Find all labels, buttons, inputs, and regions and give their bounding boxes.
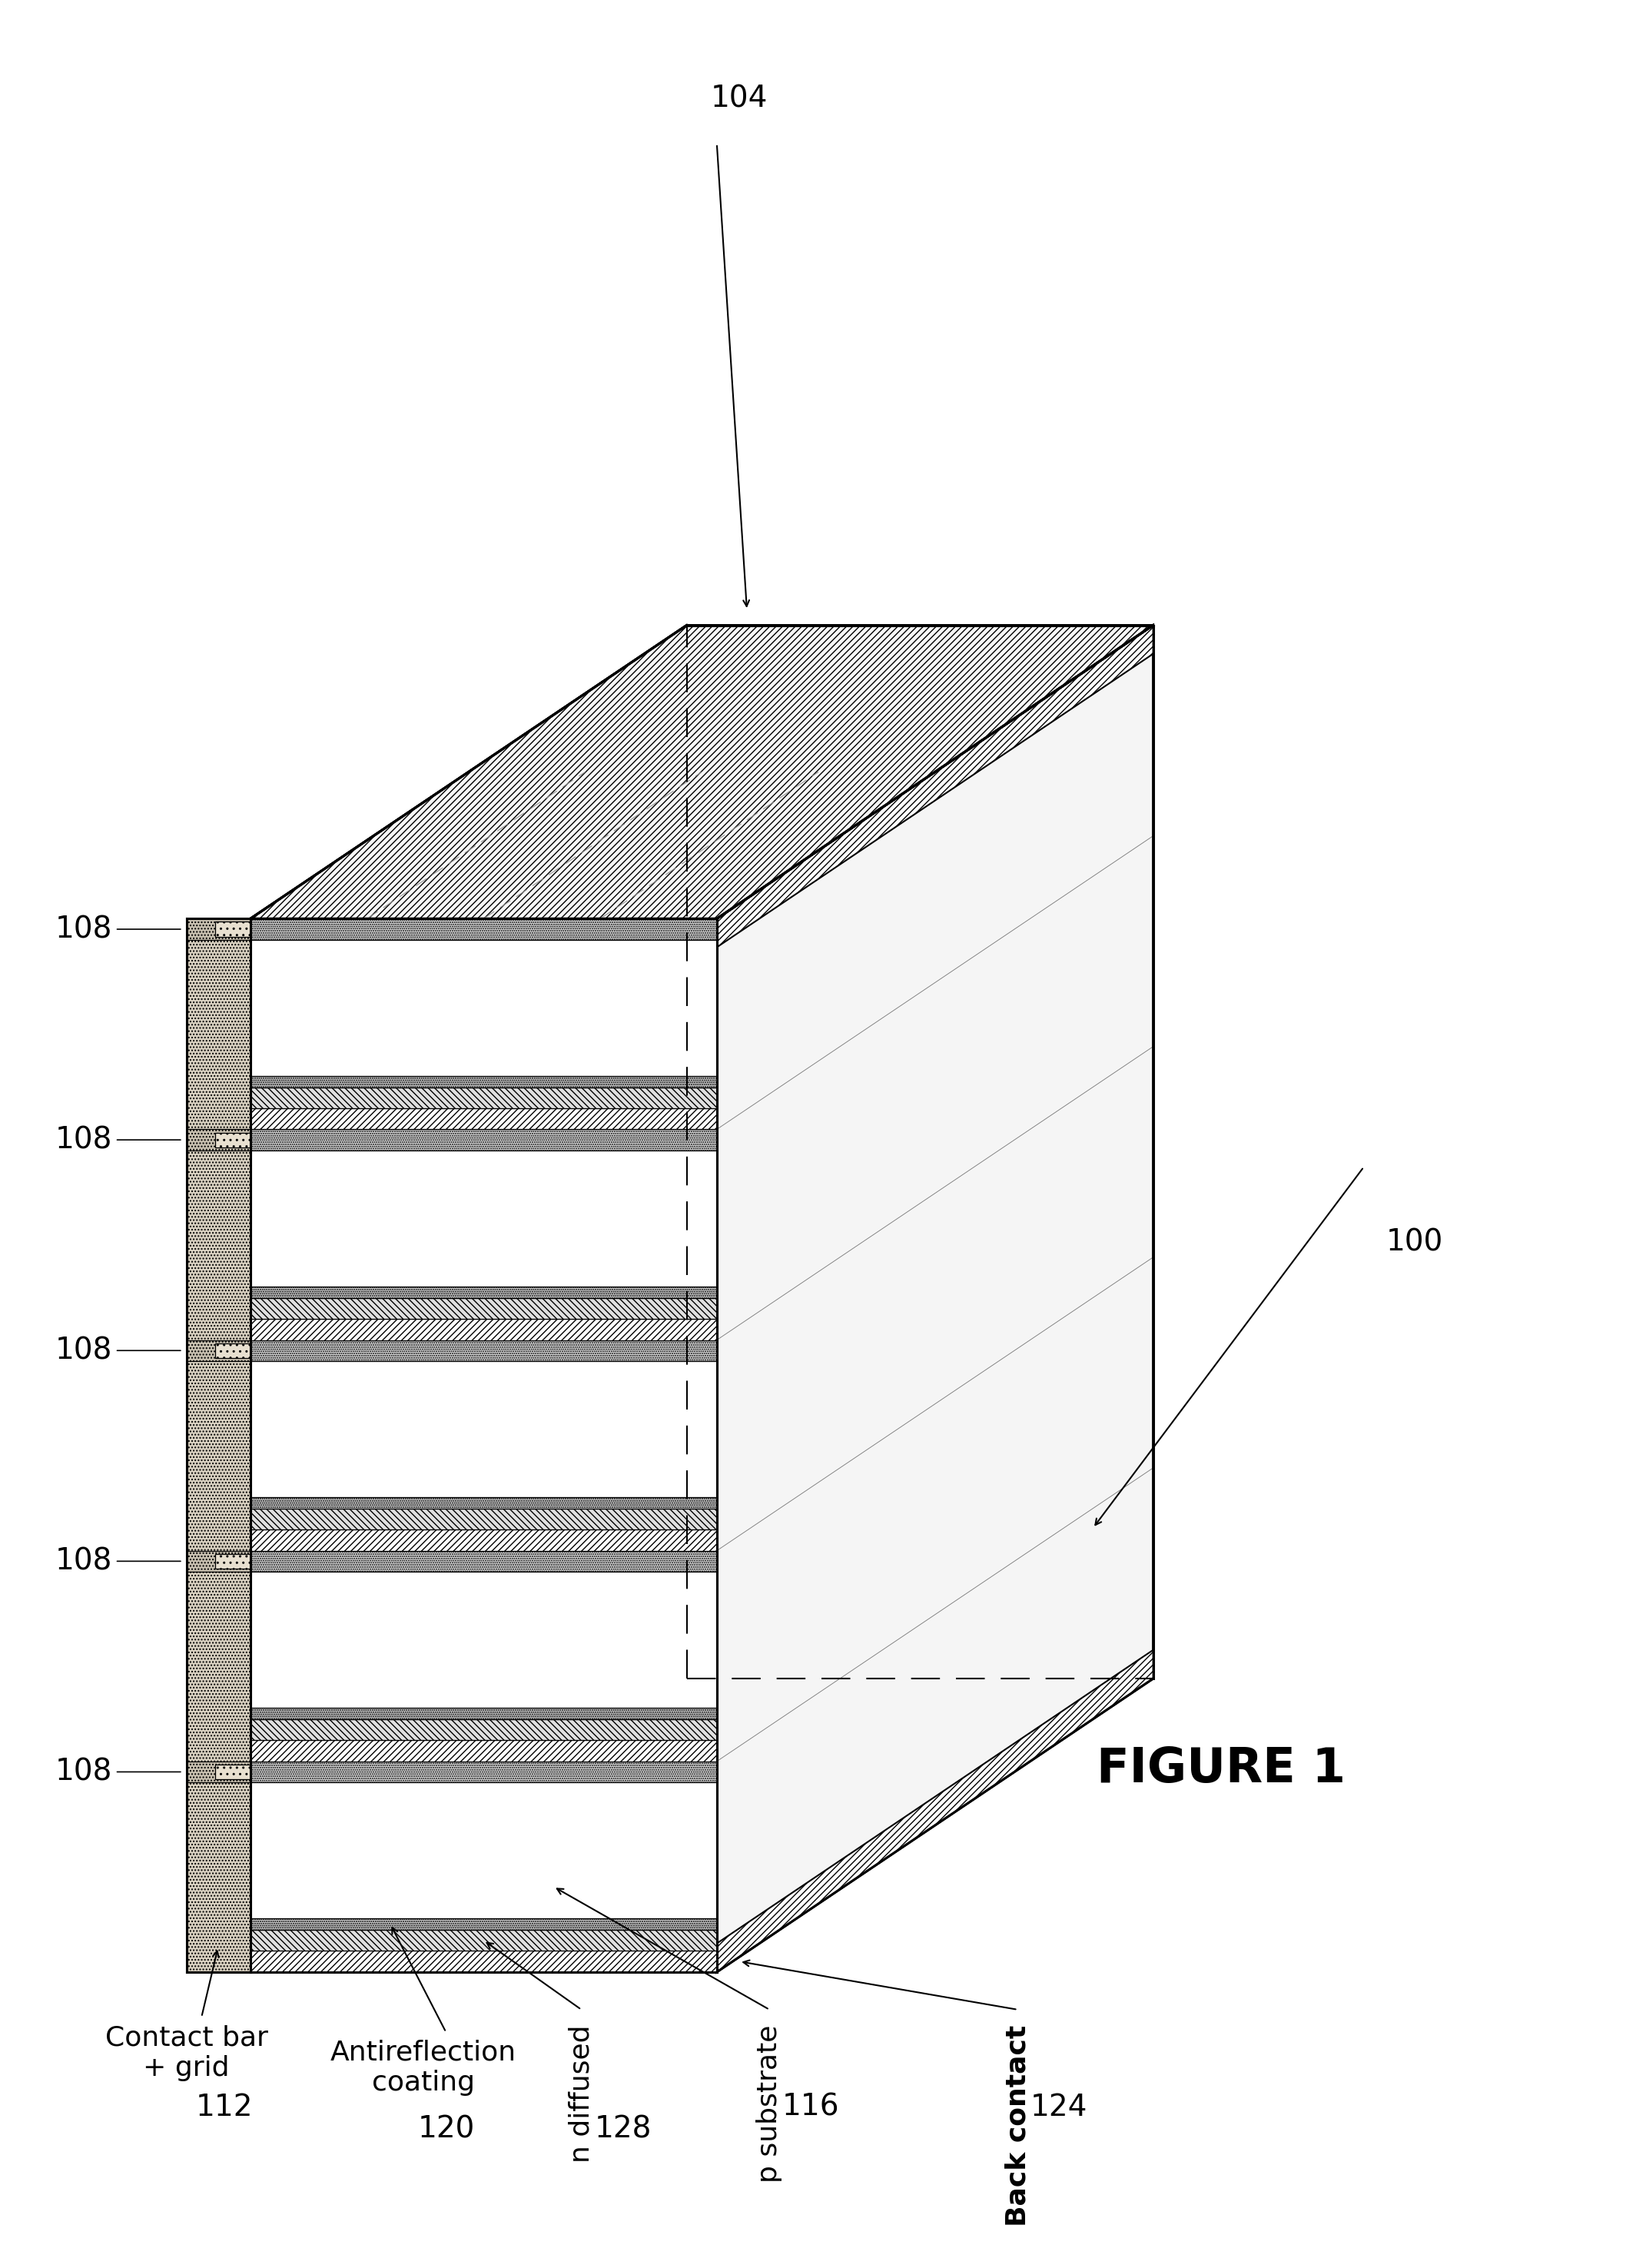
Text: 108: 108	[56, 1758, 111, 1787]
Polygon shape	[216, 1343, 250, 1359]
Polygon shape	[216, 1132, 250, 1148]
Polygon shape	[250, 919, 717, 1971]
Polygon shape	[250, 1129, 717, 1150]
Polygon shape	[250, 626, 1153, 919]
Polygon shape	[250, 1508, 717, 1529]
Text: 108: 108	[56, 1125, 111, 1154]
Text: FIGURE 1: FIGURE 1	[1096, 1746, 1345, 1792]
Polygon shape	[250, 1286, 717, 1297]
Text: 112: 112	[195, 2093, 252, 2121]
Polygon shape	[250, 1497, 717, 1508]
Polygon shape	[250, 626, 1153, 919]
Polygon shape	[250, 1950, 717, 1971]
Polygon shape	[250, 1320, 717, 1340]
Polygon shape	[187, 1762, 250, 1783]
Polygon shape	[250, 939, 717, 1075]
Text: Back contact: Back contact	[1005, 2025, 1031, 2227]
Polygon shape	[187, 919, 250, 1971]
Polygon shape	[187, 1129, 250, 1150]
Polygon shape	[250, 1297, 717, 1320]
Polygon shape	[250, 1529, 717, 1551]
Text: p substrate: p substrate	[756, 2025, 782, 2182]
Polygon shape	[250, 1109, 717, 1129]
Polygon shape	[717, 1651, 1153, 1971]
Polygon shape	[187, 1340, 250, 1361]
Text: Contact bar
+ grid: Contact bar + grid	[105, 2025, 268, 2082]
Polygon shape	[250, 1930, 717, 1950]
Polygon shape	[216, 1765, 250, 1780]
Polygon shape	[250, 1551, 717, 1572]
Polygon shape	[250, 1572, 717, 1708]
Polygon shape	[187, 1551, 250, 1572]
Polygon shape	[250, 1919, 717, 1930]
Polygon shape	[250, 1361, 717, 1497]
Polygon shape	[250, 1762, 717, 1783]
Text: 120: 120	[417, 2116, 474, 2143]
Text: 124: 124	[1031, 2093, 1088, 2121]
Polygon shape	[250, 1150, 717, 1286]
Text: 100: 100	[1386, 1227, 1443, 1256]
Polygon shape	[250, 1740, 717, 1762]
Text: 116: 116	[782, 2093, 839, 2121]
Text: 108: 108	[56, 1336, 111, 1365]
Polygon shape	[250, 919, 717, 939]
Polygon shape	[216, 1554, 250, 1569]
Polygon shape	[216, 921, 250, 937]
Polygon shape	[717, 626, 1153, 948]
Polygon shape	[187, 919, 250, 939]
Polygon shape	[250, 1719, 717, 1740]
Polygon shape	[250, 1086, 717, 1109]
Text: 108: 108	[56, 914, 111, 943]
Text: n diffused: n diffused	[568, 2025, 594, 2164]
Text: 104: 104	[710, 84, 767, 113]
Polygon shape	[717, 626, 1153, 1971]
Text: Antireflection
coating: Antireflection coating	[330, 2039, 517, 2096]
Text: 108: 108	[56, 1547, 111, 1576]
Polygon shape	[250, 1075, 717, 1086]
Text: 128: 128	[594, 2116, 651, 2143]
Polygon shape	[250, 1340, 717, 1361]
Polygon shape	[250, 1783, 717, 1919]
Polygon shape	[250, 1708, 717, 1719]
